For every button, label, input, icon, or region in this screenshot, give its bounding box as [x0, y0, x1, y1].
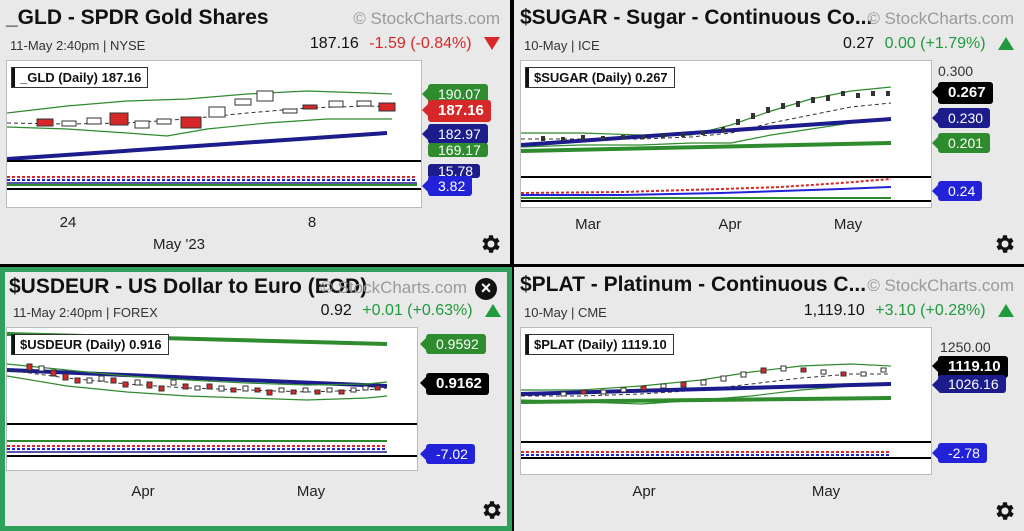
brand-label: © StockCharts.com — [867, 276, 1014, 295]
price-tag: 0.267 — [932, 82, 993, 104]
price-tag: 0.230 — [931, 108, 991, 128]
x-axis-month: May '23 — [152, 236, 206, 253]
price-readout: 0.27 0.00 (+1.79%) — [843, 35, 1014, 53]
chart-label: $SUGAR (Daily) 0.267 — [525, 67, 675, 88]
price-readout: 0.92 +0.01 (+0.63%) — [321, 302, 501, 320]
date-exchange: 10-May | ICE — [524, 38, 600, 53]
x-axis: Apr May — [520, 475, 934, 531]
price-change: -1.59 (-0.84%) — [369, 35, 472, 52]
gear-icon[interactable] — [992, 499, 1016, 523]
price-chart[interactable]: _GLD (Daily) 187.16 — [6, 60, 422, 208]
chart-label: $USDEUR (Daily) 0.916 — [11, 334, 169, 355]
price-chart[interactable]: $PLAT (Daily) 1119.10 — [520, 327, 932, 475]
chart-panel-sugar[interactable]: $SUGAR - Sugar - Continuous Co... © Stoc… — [514, 0, 1024, 264]
gear-icon[interactable] — [992, 232, 1016, 256]
date-exchange: 10-May | CME — [524, 305, 607, 320]
panel-title[interactable]: $SUGAR - Sugar - Continuous Co... — [520, 6, 873, 29]
x-tick: May — [296, 483, 326, 500]
price-tag: 190.07 — [422, 84, 488, 104]
price-tag: 1026.16 — [932, 375, 1006, 393]
x-tick: 8 — [307, 214, 317, 231]
brand-label: © StockCharts.com — [867, 9, 1014, 28]
date-exchange: 11-May 2:40pm | FOREX — [13, 305, 158, 320]
x-tick: Apr — [718, 216, 742, 233]
price-chart[interactable]: $USDEUR (Daily) 0.916 — [6, 327, 418, 471]
price-tag: 182.97 — [422, 124, 488, 144]
x-tick: May — [811, 483, 841, 500]
panel-title[interactable]: $USDEUR - US Dollar to Euro (EOD) — [9, 275, 368, 298]
triangle-up-icon — [485, 304, 501, 318]
y-axis-max: 0.300 — [938, 63, 974, 79]
triangle-down-icon — [484, 37, 500, 51]
price-readout: 1,119.10 +3.10 (+0.28%) — [804, 302, 1014, 320]
indicator-tag: 0.24 — [931, 181, 983, 201]
price-change: 0.00 (+1.79%) — [884, 35, 986, 52]
chart-panel-usdeur[interactable]: $USDEUR - US Dollar to Euro (EOD) © Stoc… — [0, 267, 512, 531]
price-tag: 0.201 — [931, 133, 991, 153]
chart-label: _GLD (Daily) 187.16 — [11, 67, 149, 88]
gear-icon[interactable] — [478, 232, 502, 256]
price-tag: 0.9162 — [420, 373, 489, 395]
indicator-tag: 15.78 — [428, 164, 481, 178]
last-price: 187.16 — [309, 35, 359, 52]
last-price: 0.27 — [843, 35, 875, 52]
brand-label: © StockCharts.com — [320, 278, 467, 297]
x-tick: Apr — [632, 483, 656, 500]
x-axis: Mar Apr May — [520, 208, 934, 264]
x-axis: Apr May — [6, 473, 420, 526]
date-exchange: 11-May 2:40pm | NYSE — [10, 38, 146, 53]
price-tag: 0.9592 — [420, 334, 486, 354]
indicator-tag: 3.82 — [421, 176, 473, 196]
price-change: +3.10 (+0.28%) — [875, 302, 986, 319]
x-tick: Mar — [575, 216, 601, 233]
triangle-up-icon — [998, 37, 1014, 51]
gear-icon[interactable] — [479, 498, 503, 522]
chart-label: $PLAT (Daily) 1119.10 — [525, 334, 674, 355]
close-icon[interactable]: × — [475, 278, 497, 300]
price-tag: 1119.10 — [932, 356, 1008, 378]
price-readout: 187.16 -1.59 (-0.84%) — [310, 35, 500, 53]
indicator-tag: -2.78 — [932, 443, 987, 463]
last-price: 0.92 — [320, 302, 352, 319]
x-tick: Apr — [131, 483, 155, 500]
indicator-tag: -7.02 — [420, 444, 475, 464]
last-price: 1,119.10 — [803, 302, 865, 319]
price-tag: 169.17 — [428, 143, 488, 157]
price-change: +0.01 (+0.63%) — [362, 302, 473, 319]
price-tag: 187.16 — [422, 100, 491, 122]
y-axis-max: 1250.00 — [940, 339, 991, 355]
panel-title[interactable]: $PLAT - Platinum - Continuous C... — [520, 273, 867, 296]
chart-panel-plat[interactable]: $PLAT - Platinum - Continuous C... © Sto… — [514, 267, 1024, 531]
x-axis: 24 8 May '23 — [6, 208, 420, 264]
x-tick: May — [833, 216, 863, 233]
price-chart[interactable]: $SUGAR (Daily) 0.267 — [520, 60, 932, 208]
triangle-up-icon — [998, 304, 1014, 318]
panel-title[interactable]: _GLD - SPDR Gold Shares — [6, 6, 269, 29]
chart-panel-gld[interactable]: _GLD - SPDR Gold Shares © StockCharts.co… — [0, 0, 510, 264]
brand-label: © StockCharts.com — [353, 9, 500, 28]
x-tick: 24 — [59, 214, 77, 231]
